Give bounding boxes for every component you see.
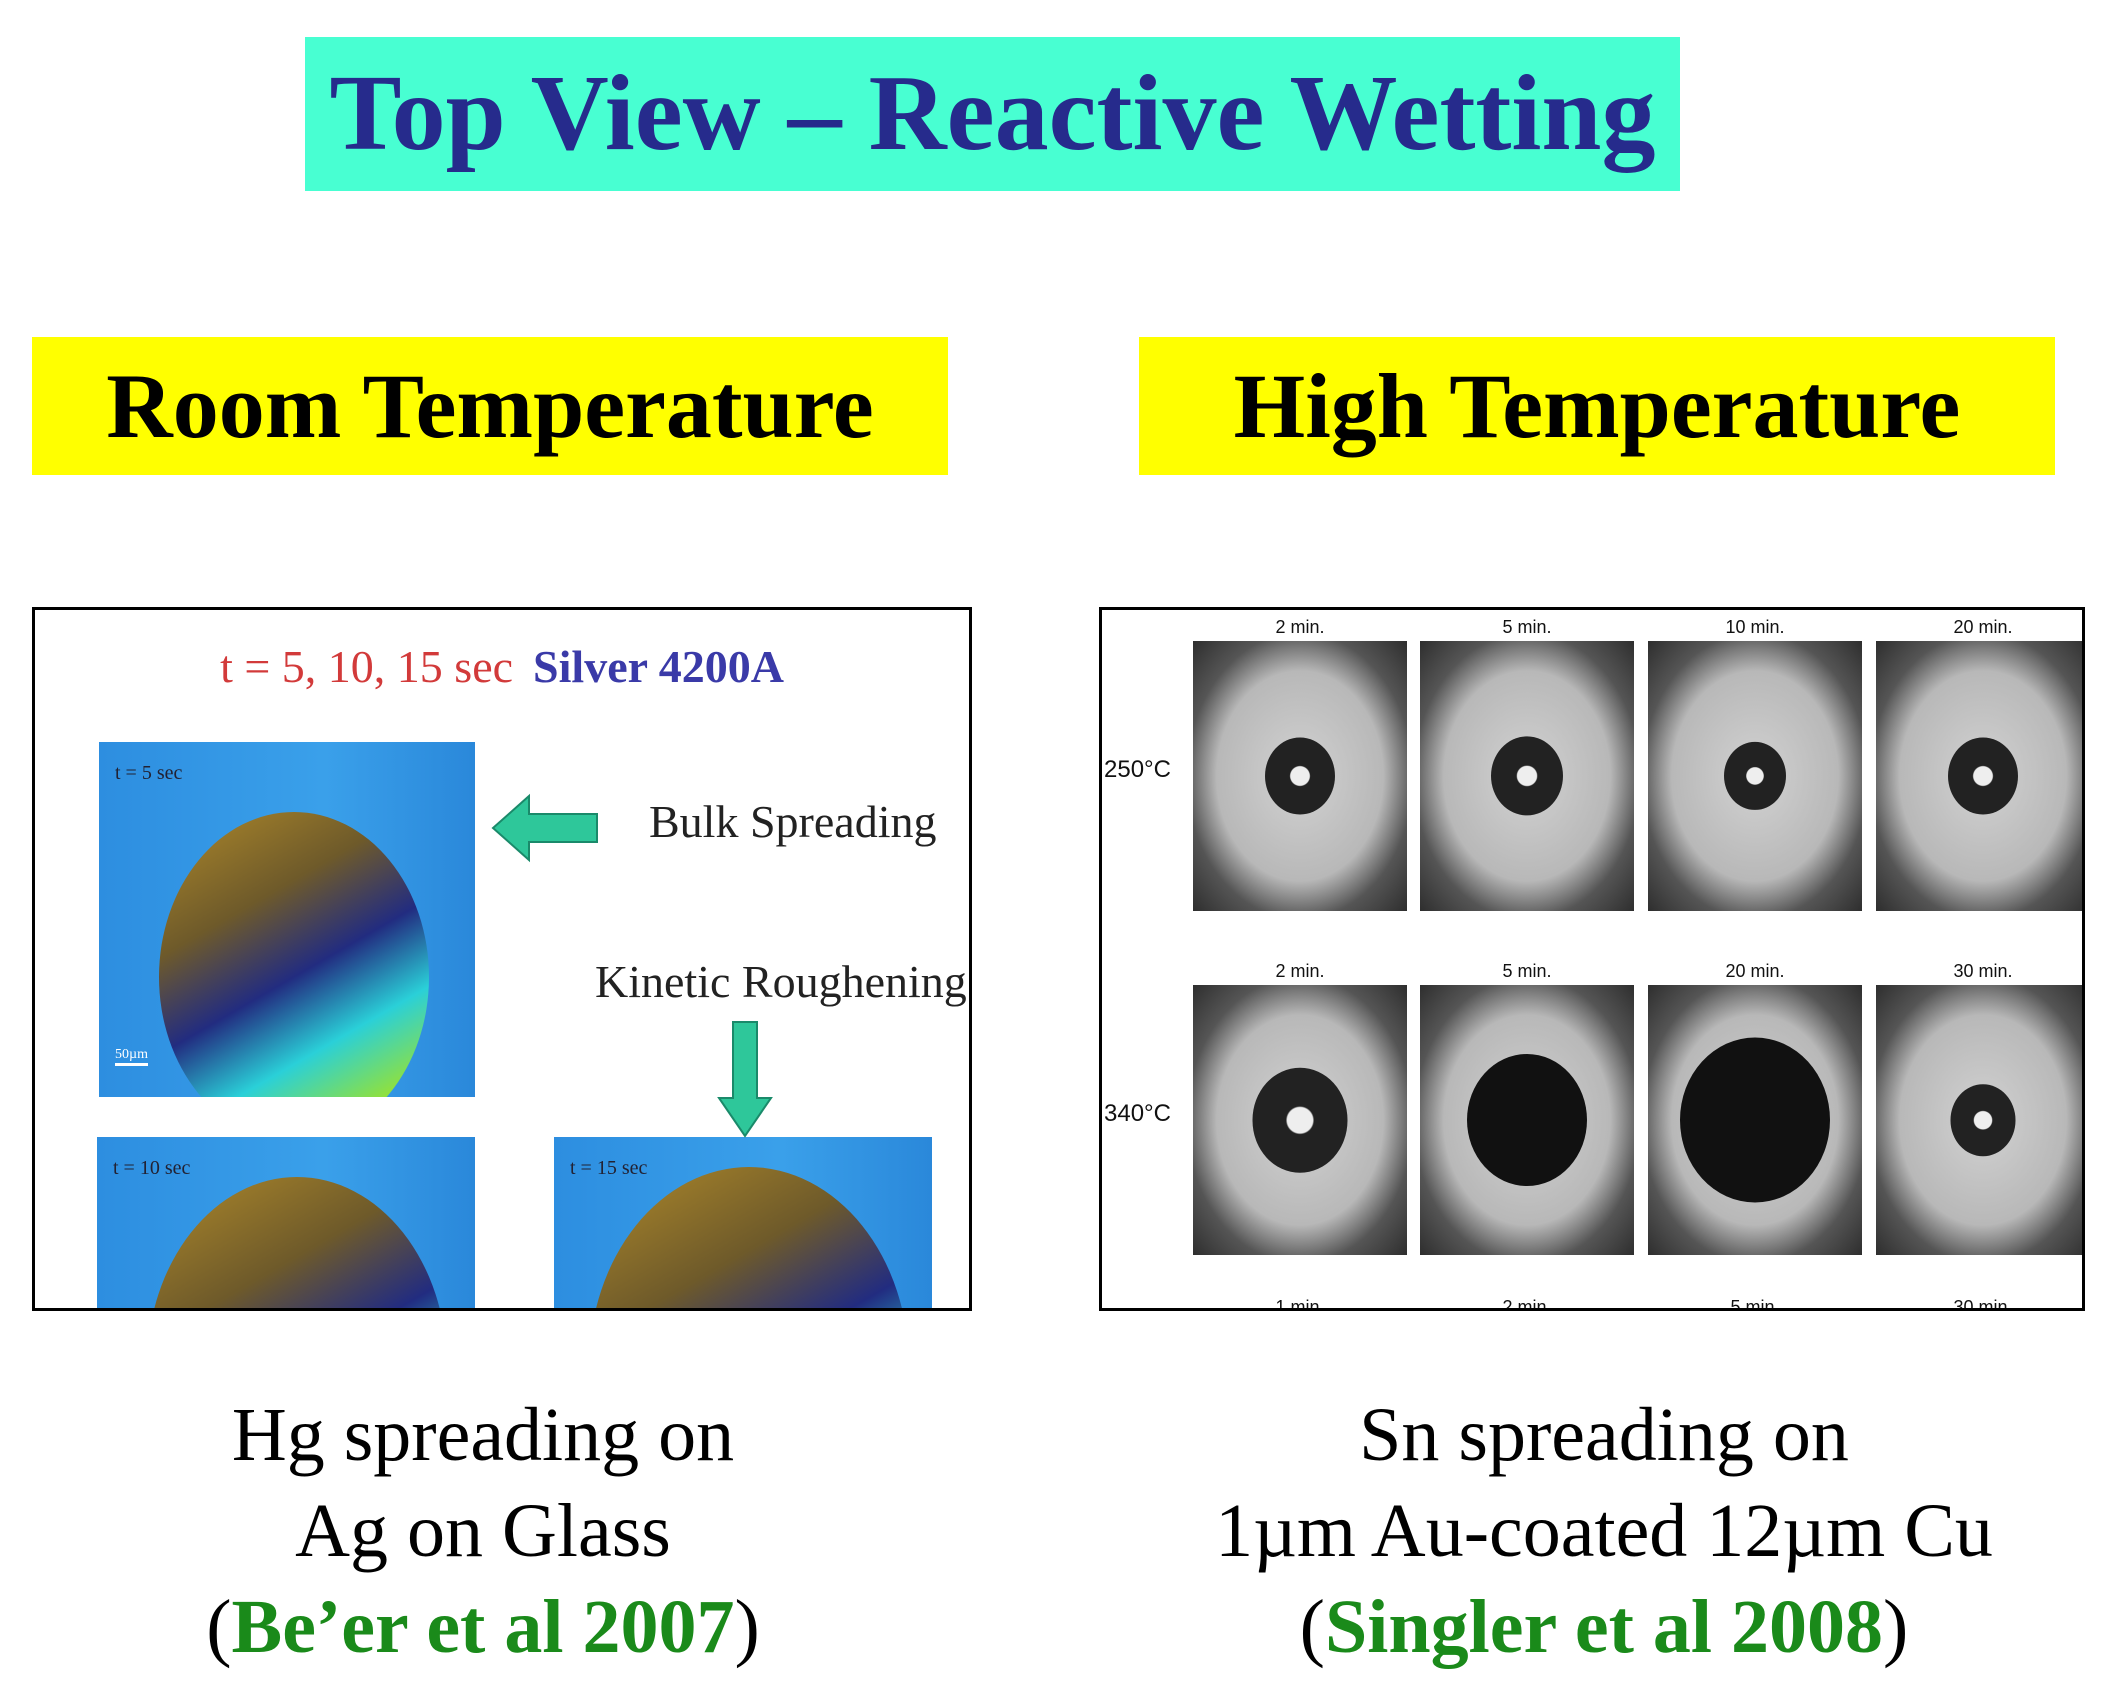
time-label: 10 min.: [1725, 617, 1785, 637]
photo-t5: t = 5 sec 50µm: [99, 742, 475, 1097]
scale-bar: 50µm: [115, 1047, 148, 1066]
spreading-image: [1420, 641, 1634, 911]
spreading-image: [1648, 985, 1862, 1255]
droplet: [1252, 1067, 1348, 1173]
paren-open: (: [1299, 1585, 1325, 1669]
photo-label: t = 5 sec: [115, 762, 183, 784]
temperature-label: 250°C: [1104, 756, 1171, 783]
time-label: 2 min.: [1275, 961, 1325, 981]
droplet: [1491, 736, 1563, 816]
droplet: [1265, 737, 1335, 815]
time-label: 5 min.: [1502, 961, 1552, 981]
paren-open: (: [206, 1585, 232, 1669]
photo-label: t = 15 sec: [570, 1157, 648, 1179]
right-caption: Sn spreading on 1µm Au-coated 12µm Cu (S…: [1154, 1387, 2054, 1675]
droplet: [1680, 1037, 1830, 1203]
caption-line-2: 1µm Au-coated 12µm Cu: [1215, 1489, 1993, 1573]
caption-line-1: Hg spreading on: [231, 1393, 735, 1477]
photo-t10: t = 10 sec: [97, 1137, 475, 1308]
droplet: [1948, 737, 2018, 815]
photo-t15: t = 15 sec: [554, 1137, 932, 1308]
time-label: 1 min.: [1275, 1297, 1325, 1311]
spreading-image: [1876, 641, 2082, 911]
paren-close: ): [1883, 1585, 1909, 1669]
bulk-spreading-label: Bulk Spreading: [649, 796, 937, 847]
kinetic-roughening-label: Kinetic Roughening: [595, 956, 967, 1007]
spreading-image: [1193, 641, 1407, 911]
caption-line-2: Ag on Glass: [295, 1489, 671, 1573]
spreading-image: [1420, 985, 1634, 1255]
time-label: 5 min.: [1502, 617, 1552, 637]
left-arrow-icon: [491, 793, 598, 863]
caption-line-1: Sn spreading on: [1359, 1393, 1849, 1477]
reference: Be’er et al 2007: [231, 1585, 735, 1669]
spreading-image: [1876, 985, 2082, 1255]
paren-close: ): [734, 1585, 760, 1669]
droplet: [1724, 741, 1786, 811]
photo-label: t = 10 sec: [113, 1157, 191, 1179]
reference: Singler et al 2008: [1324, 1585, 1883, 1669]
time-label: 20 min.: [1725, 961, 1785, 981]
high-temperature-header: High Temperature: [1139, 337, 2055, 475]
high-temperature-figure: 250°C 2 min. 5 min. 10 min. 20 min. 340°C 2 mi…: [1099, 607, 2085, 1311]
droplet: [1950, 1084, 2016, 1156]
time-label: 2 min.: [1275, 617, 1325, 637]
time-label: 5 min.: [1730, 1297, 1780, 1311]
spreading-image: [1193, 985, 1407, 1255]
down-arrow-icon: [717, 1021, 773, 1138]
figure-heading: t = 5, 10, 15 sec Silver 4200A: [35, 640, 969, 693]
time-label: 30 min.: [1953, 1297, 2013, 1311]
material-label: Silver 4200A: [533, 641, 784, 692]
left-caption: Hg spreading on Ag on Glass (Be’er et al…: [33, 1387, 933, 1675]
temperature-label: 340°C: [1104, 1100, 1171, 1127]
time-label: 2 min.: [1502, 1297, 1552, 1311]
room-temperature-figure: t = 5, 10, 15 sec Silver 4200A t = 5 sec …: [32, 607, 972, 1311]
slide-title: Top View – Reactive Wetting: [305, 37, 1680, 191]
room-temperature-header: Room Temperature: [32, 337, 948, 475]
time-label: t = 5, 10, 15 sec: [220, 641, 514, 692]
time-label: 30 min.: [1953, 961, 2013, 981]
spreading-image: [1648, 641, 1862, 911]
time-label: 20 min.: [1953, 617, 2013, 637]
droplet: [1467, 1054, 1587, 1186]
